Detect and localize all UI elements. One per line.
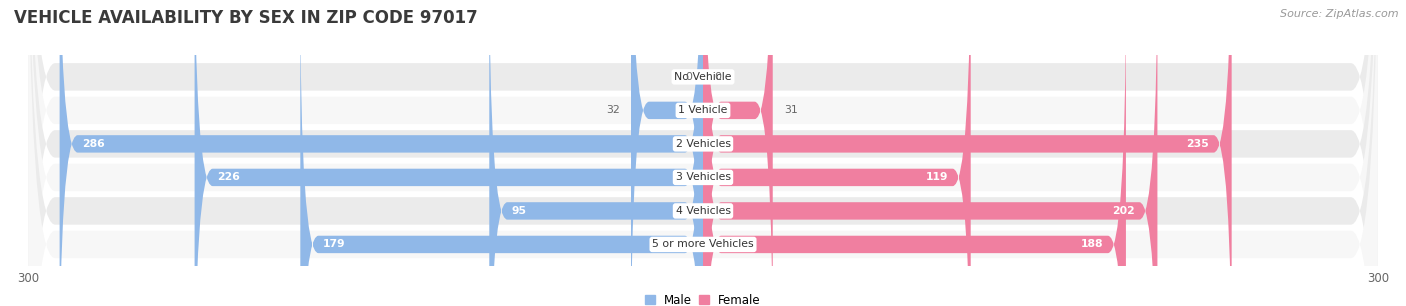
FancyBboxPatch shape xyxy=(28,0,1378,306)
FancyBboxPatch shape xyxy=(59,0,703,306)
Text: 4 Vehicles: 4 Vehicles xyxy=(675,206,731,216)
FancyBboxPatch shape xyxy=(703,0,1157,306)
Text: 1 Vehicle: 1 Vehicle xyxy=(678,105,728,115)
FancyBboxPatch shape xyxy=(703,0,1232,306)
FancyBboxPatch shape xyxy=(301,0,703,306)
Text: 188: 188 xyxy=(1081,239,1104,249)
Text: 119: 119 xyxy=(925,172,948,182)
Text: 3 Vehicles: 3 Vehicles xyxy=(675,172,731,182)
Text: 286: 286 xyxy=(82,139,105,149)
Text: 31: 31 xyxy=(785,105,797,115)
Text: VEHICLE AVAILABILITY BY SEX IN ZIP CODE 97017: VEHICLE AVAILABILITY BY SEX IN ZIP CODE … xyxy=(14,9,478,27)
FancyBboxPatch shape xyxy=(194,0,703,306)
FancyBboxPatch shape xyxy=(28,0,1378,306)
Text: 0: 0 xyxy=(685,72,692,82)
Text: 95: 95 xyxy=(512,206,527,216)
Text: 2 Vehicles: 2 Vehicles xyxy=(675,139,731,149)
Legend: Male, Female: Male, Female xyxy=(645,294,761,306)
Text: Source: ZipAtlas.com: Source: ZipAtlas.com xyxy=(1281,9,1399,19)
FancyBboxPatch shape xyxy=(28,0,1378,306)
Text: 0: 0 xyxy=(714,72,721,82)
Text: 5 or more Vehicles: 5 or more Vehicles xyxy=(652,239,754,249)
FancyBboxPatch shape xyxy=(703,0,773,306)
FancyBboxPatch shape xyxy=(28,0,1378,306)
Text: No Vehicle: No Vehicle xyxy=(675,72,731,82)
Text: 179: 179 xyxy=(323,239,346,249)
FancyBboxPatch shape xyxy=(631,0,703,306)
FancyBboxPatch shape xyxy=(28,0,1378,306)
Text: 226: 226 xyxy=(217,172,240,182)
FancyBboxPatch shape xyxy=(703,0,970,306)
FancyBboxPatch shape xyxy=(489,0,703,306)
FancyBboxPatch shape xyxy=(28,0,1378,306)
Text: 202: 202 xyxy=(1112,206,1135,216)
Text: 235: 235 xyxy=(1187,139,1209,149)
FancyBboxPatch shape xyxy=(703,0,1126,306)
Text: 32: 32 xyxy=(606,105,620,115)
